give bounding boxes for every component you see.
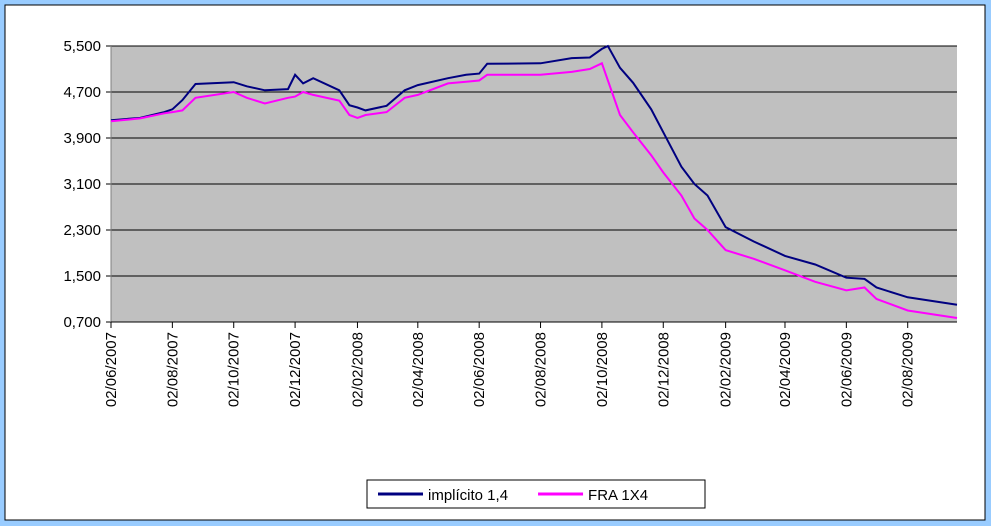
y-tick-label: 5,500 <box>63 38 101 55</box>
y-tick-label: 3,100 <box>63 176 101 193</box>
x-tick-label: 02/08/2007 <box>164 332 181 407</box>
x-tick-label: 02/10/2007 <box>226 332 243 407</box>
x-tick-label: 02/02/2009 <box>718 332 735 407</box>
x-tick-label: 02/06/2008 <box>471 332 488 407</box>
x-tick-label: 02/08/2008 <box>533 332 550 407</box>
x-tick-label: 02/10/2008 <box>594 332 611 407</box>
x-tick-label: 02/06/2009 <box>838 332 855 407</box>
series-line <box>110 61 958 319</box>
x-tick-label: 02/08/2009 <box>900 332 917 407</box>
legend-label: FRA 1X4 <box>588 487 648 504</box>
x-tick-label: 02/12/2007 <box>287 332 304 407</box>
series-line <box>110 44 958 306</box>
y-tick-label: 3,900 <box>63 130 101 147</box>
x-tick-label: 02/06/2007 <box>103 332 120 407</box>
x-tick-label: 02/04/2009 <box>777 332 794 407</box>
y-tick-label: 0,700 <box>63 314 101 331</box>
y-tick-label: 4,700 <box>63 84 101 101</box>
y-tick-label: 2,300 <box>63 222 101 239</box>
legend-box <box>366 479 706 509</box>
y-tick-label: 1,500 <box>63 268 101 285</box>
x-tick-label: 02/12/2008 <box>655 332 672 407</box>
legend-label: implícito 1,4 <box>428 487 508 504</box>
x-tick-label: 02/02/2008 <box>349 332 366 407</box>
x-tick-label: 02/04/2008 <box>410 332 427 407</box>
